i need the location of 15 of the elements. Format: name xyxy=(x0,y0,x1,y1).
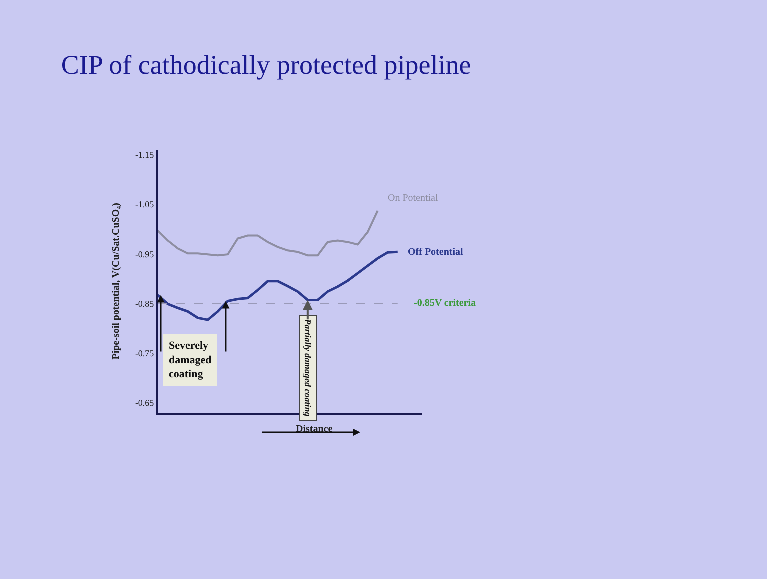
y-tick-label: -1.15 xyxy=(135,150,155,160)
chart-title: CIP of cathodically protected pipeline xyxy=(61,50,472,80)
ref-line-label: -0.85V criteria xyxy=(414,298,476,309)
y-tick-label: -0.75 xyxy=(135,348,155,358)
line-series xyxy=(158,210,379,257)
series-label: Off Potential xyxy=(408,247,464,258)
x-axis-title: Distance xyxy=(296,424,334,435)
y-tick-label: -0.85 xyxy=(135,298,155,309)
series-label: On Potential xyxy=(388,193,438,204)
y-axis-title: Pipe-soil potential, V(Cu/Sat.CuSO₄) xyxy=(110,203,122,360)
y-tick-label: -0.65 xyxy=(135,398,155,408)
annotation: Severely damaged coating xyxy=(169,340,212,381)
y-tick-label: -1.05 xyxy=(135,200,155,210)
annotation: Partially damaged coating xyxy=(303,319,314,418)
y-tick-label: -0.95 xyxy=(135,249,155,260)
